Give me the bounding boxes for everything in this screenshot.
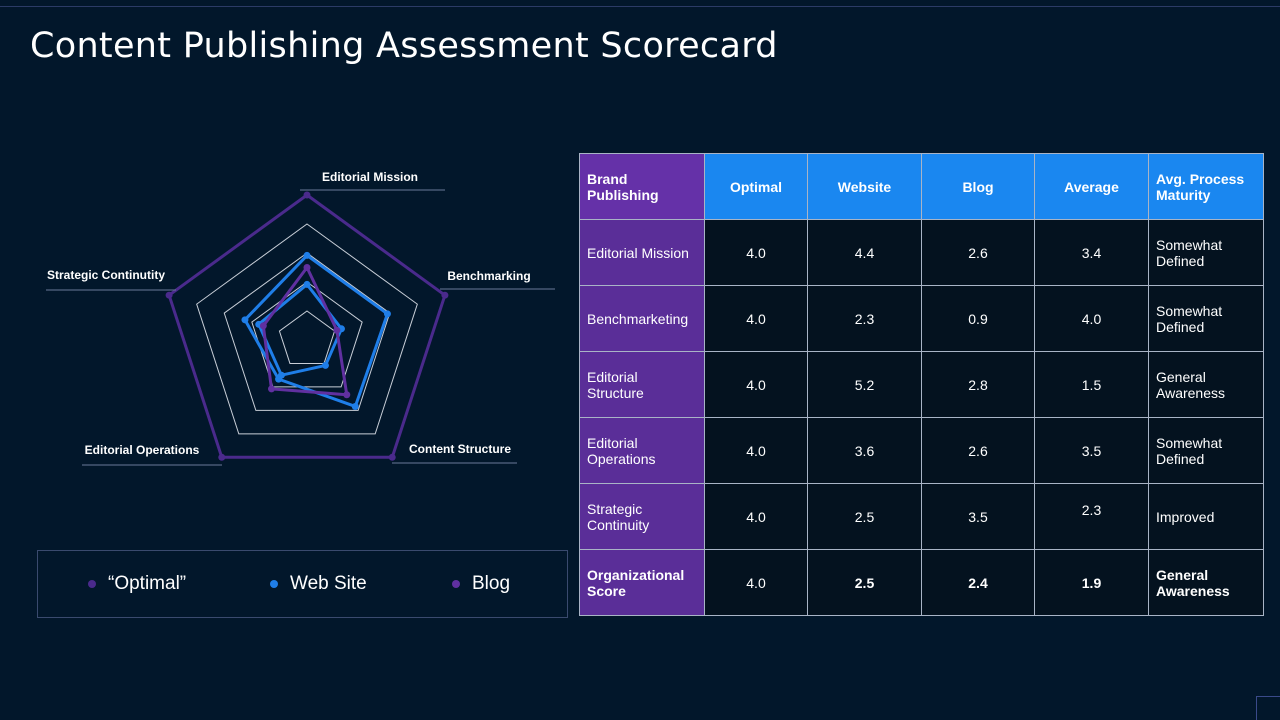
page-title: Content Publishing Assessment Scorecard — [30, 26, 778, 66]
corner-decoration — [1256, 696, 1280, 720]
header-blog: Blog — [921, 153, 1035, 220]
radar-series-line — [243, 253, 389, 408]
radar-point — [277, 371, 285, 379]
row-label: Editorial Structure — [579, 351, 705, 418]
radar-point — [383, 310, 391, 318]
radar-point — [351, 402, 359, 410]
radar-point — [165, 291, 173, 299]
radar-point — [303, 280, 311, 288]
top-divider — [0, 6, 1280, 7]
radar-point — [303, 251, 311, 259]
radar-point — [321, 361, 329, 369]
radar-point — [388, 453, 396, 461]
cell-optimal: 4.0 — [704, 417, 808, 484]
legend-item-website: Web Site — [270, 573, 367, 595]
cell-maturity: Improved — [1148, 483, 1264, 550]
row-label: Editorial Operations — [579, 417, 705, 484]
radar-point — [303, 191, 311, 199]
radar-series-line — [261, 266, 349, 397]
table-row: Editorial Structure 4.0 5.2 2.8 1.5 Gene… — [579, 351, 1264, 418]
cell-maturity: Somewhat Defined — [1148, 219, 1264, 286]
radar-axis-label: Strategic Continutity — [47, 268, 165, 282]
radar-axis-label: Benchmarking — [447, 269, 530, 283]
legend-label-blog: Blog — [472, 573, 511, 594]
cell-average: 3.5 — [1034, 417, 1149, 484]
table-row-total: Organizational Score 4.0 2.5 2.4 1.9 Gen… — [579, 549, 1264, 616]
radar-series-line — [167, 193, 447, 459]
cell-optimal: 4.0 — [704, 219, 808, 286]
radar-point — [441, 291, 449, 299]
cell-website: 5.2 — [807, 351, 922, 418]
radar-point — [267, 385, 275, 393]
row-label: Benchmarketing — [579, 285, 705, 352]
radar-point — [333, 326, 341, 334]
row-label: Organizational Score — [579, 549, 705, 616]
cell-website: 2.5 — [807, 549, 922, 616]
cell-average: 3.4 — [1034, 219, 1149, 286]
radar-axis-label: Editorial Mission — [322, 170, 418, 184]
cell-website: 2.5 — [807, 483, 922, 550]
chart-legend: “Optimal” Web Site Blog — [37, 550, 568, 618]
radar-point — [241, 316, 249, 324]
cell-maturity: General Awareness — [1148, 549, 1264, 616]
legend-dot-optimal — [88, 580, 96, 588]
radar-grid-ring — [196, 223, 418, 435]
cell-website: 2.3 — [807, 285, 922, 352]
legend-item-optimal: “Optimal” — [88, 573, 186, 595]
cell-website: 3.6 — [807, 417, 922, 484]
radar-point — [343, 391, 351, 399]
table-row: Editorial Operations 4.0 3.6 2.6 3.5 Som… — [579, 417, 1264, 484]
radar-grid-ring — [251, 281, 363, 388]
radar-point — [218, 453, 226, 461]
scorecard-table: Brand Publishing Optimal Website Blog Av… — [579, 153, 1264, 616]
cell-optimal: 4.0 — [704, 549, 808, 616]
row-label: Editorial Mission — [579, 219, 705, 286]
radar-chart: Editorial Mission Benchmarking Content Str… — [46, 170, 555, 466]
cell-blog: 3.5 — [921, 483, 1035, 550]
cell-maturity: General Awareness — [1148, 351, 1264, 418]
radar-series-line — [257, 282, 343, 377]
cell-optimal: 4.0 — [704, 285, 808, 352]
header-brand-publishing: Brand Publishing — [579, 153, 705, 220]
cell-maturity: Somewhat Defined — [1148, 285, 1264, 352]
cell-website: 4.4 — [807, 219, 922, 286]
legend-label-website: Web Site — [290, 573, 367, 594]
legend-item-blog: Blog — [452, 573, 510, 595]
header-avg-process-maturity: Avg. Process Maturity — [1148, 153, 1264, 220]
legend-dot-blog — [452, 580, 460, 588]
cell-optimal: 4.0 — [704, 483, 808, 550]
legend-label-optimal: “Optimal” — [108, 573, 187, 594]
row-label: Strategic Continuity — [579, 483, 705, 550]
cell-blog: 2.4 — [921, 549, 1035, 616]
cell-average: 2.3 — [1034, 483, 1149, 550]
cell-maturity: Somewhat Defined — [1148, 417, 1264, 484]
legend-dot-website — [270, 580, 278, 588]
cell-average: 1.5 — [1034, 351, 1149, 418]
header-website: Website — [807, 153, 922, 220]
table-row: Editorial Mission 4.0 4.4 2.6 3.4 Somewh… — [579, 219, 1264, 286]
cell-average: 4.0 — [1034, 285, 1149, 352]
table-header-row: Brand Publishing Optimal Website Blog Av… — [579, 153, 1264, 220]
radar-grid-ring — [278, 310, 336, 364]
header-average: Average — [1034, 153, 1149, 220]
table-row: Benchmarketing 4.0 2.3 0.9 4.0 Somewhat … — [579, 285, 1264, 352]
header-optimal: Optimal — [704, 153, 808, 220]
cell-blog: 2.6 — [921, 417, 1035, 484]
radar-axis-label: Editorial Operations — [85, 443, 200, 457]
cell-average: 1.9 — [1034, 549, 1149, 616]
radar-axis-label: Content Structure — [409, 442, 511, 456]
cell-blog: 2.6 — [921, 219, 1035, 286]
radar-grid-ring — [223, 252, 391, 411]
cell-optimal: 4.0 — [704, 351, 808, 418]
cell-blog: 0.9 — [921, 285, 1035, 352]
cell-blog: 2.8 — [921, 351, 1035, 418]
radar-point — [259, 322, 267, 330]
radar-point — [303, 264, 311, 271]
table-row: Strategic Continuity 4.0 2.5 3.5 2.3 Imp… — [579, 483, 1264, 550]
